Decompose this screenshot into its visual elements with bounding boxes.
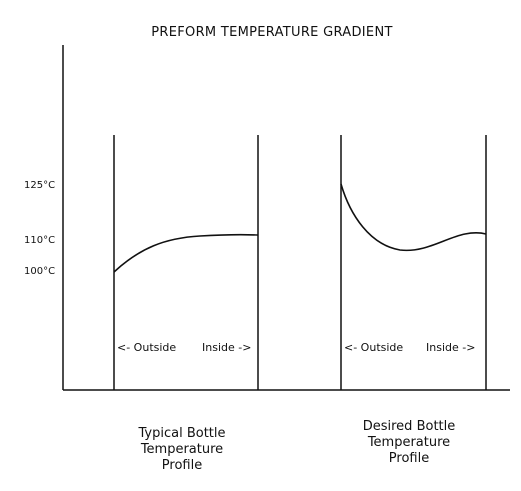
tick-100: 100°C bbox=[24, 266, 55, 277]
panel-desired: <- Outside Inside -> Desired Bottle Temp… bbox=[341, 135, 486, 466]
desired-inside-label: Inside -> bbox=[426, 341, 475, 354]
desired-outside-label: <- Outside bbox=[344, 341, 403, 354]
desired-temperature-curve bbox=[341, 184, 486, 250]
tick-125: 125°C bbox=[24, 180, 55, 191]
typical-temperature-curve bbox=[114, 235, 258, 272]
typical-caption-line-3: Profile bbox=[162, 458, 202, 473]
typical-inside-label: Inside -> bbox=[202, 341, 251, 354]
desired-caption-line-2: Temperature bbox=[367, 435, 450, 450]
desired-caption-line-3: Profile bbox=[389, 451, 429, 466]
typical-caption-line-2: Temperature bbox=[140, 442, 223, 457]
tick-110: 110°C bbox=[24, 235, 55, 246]
typical-outside-label: <- Outside bbox=[117, 341, 176, 354]
typical-caption-line-1: Typical Bottle bbox=[137, 426, 225, 441]
diagram-title: PREFORM TEMPERATURE GRADIENT bbox=[151, 25, 392, 40]
panel-typical: <- Outside Inside -> Typical Bottle Temp… bbox=[114, 135, 258, 473]
desired-caption-line-1: Desired Bottle bbox=[363, 419, 456, 434]
